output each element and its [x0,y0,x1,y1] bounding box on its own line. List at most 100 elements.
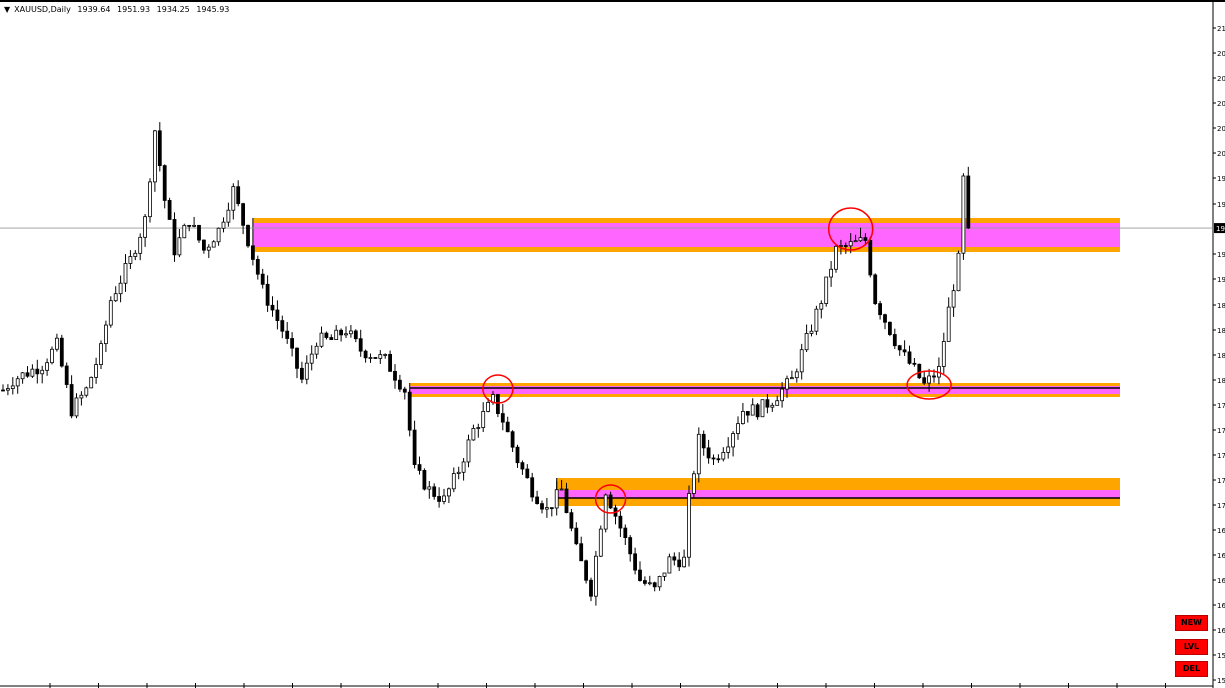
candle-body [417,464,422,471]
candle-body [721,452,726,460]
candle-body [133,252,138,257]
candle-body [378,354,383,359]
candle-body [495,394,500,414]
candle-body [848,241,853,247]
candle-body [45,362,49,371]
candle-body [824,276,829,304]
price-tick-label: 20 [1217,100,1225,108]
candle-body [15,378,20,387]
candle-body [221,221,226,229]
price-tick-label: 17 [1217,452,1225,460]
candle-body [246,224,250,247]
candle-body [299,367,304,380]
price-tick-label: 15 [1217,677,1225,685]
zone-inner-1 [409,386,1120,394]
candle-body [843,245,848,247]
price-tick-label: 18 [1217,302,1225,310]
candle-body [64,365,69,385]
candle-body [10,385,15,389]
candle-body [652,582,657,588]
candle-body [745,411,750,416]
candle-body [912,362,917,365]
candle-body [486,402,491,412]
candle-body [79,394,84,399]
candle-body [437,496,442,502]
candle-body [383,353,388,356]
candle-body [907,351,912,364]
candle-body [148,181,152,218]
candle-body [270,304,275,311]
candle-body [667,556,672,574]
price-tick-label: 20 [1217,50,1225,58]
candle-body [108,300,113,326]
candle-body [1,389,5,392]
candle-body [672,556,677,561]
new-button[interactable]: NEW [1175,615,1208,631]
candle-body [775,400,780,406]
candle-body [888,321,892,335]
price-tick-label: 17 [1217,427,1225,435]
candle-body [623,527,628,538]
candle-body [192,224,197,227]
candle-body [633,553,637,571]
candle-body [922,377,927,384]
candle-body [285,330,290,339]
candle-body [760,399,765,418]
candle-body [476,427,481,429]
candle-body [50,348,54,364]
candle-body [554,489,559,509]
price-tick-label: 16 [1217,627,1225,635]
candle-body [451,473,456,490]
annotation-circle [906,370,952,400]
candle-body [790,377,794,380]
price-tick-label: 21 [1217,25,1225,33]
candle-body [348,330,353,335]
candle-body [388,353,393,372]
zone-inner-2 [556,490,1120,498]
candle-body [687,493,691,558]
lvl-button[interactable]: LVL [1175,639,1208,655]
candle-body [113,293,118,302]
candle-body [608,494,613,509]
candle-body [397,379,402,390]
candle-body [692,473,696,494]
candle-body [104,324,108,345]
candle-body [535,496,539,505]
candle-body [412,429,417,465]
annotation-circle [482,374,514,404]
annotation-circle [827,207,874,251]
candle-body [216,227,221,243]
candle-body [241,203,246,226]
dropdown-triangle-icon[interactable]: ▼ [4,5,11,14]
candle-body [956,252,961,292]
candle-body [706,447,711,459]
candle-body [927,375,931,384]
candle-body [182,224,187,239]
candle-body [834,245,838,270]
candle-body [260,273,265,285]
candle-body [966,175,971,229]
candle-body [510,431,515,448]
candle-body [804,333,809,351]
candle-body [794,371,799,379]
candle-body [892,334,897,347]
candle-body [647,582,652,585]
candle-body [211,241,216,248]
price-tick-label: 20 [1217,150,1225,158]
candle-body [481,411,486,428]
candle-body [373,357,378,359]
candle-body [422,470,427,490]
candle-body [167,200,172,220]
candle-body [883,314,887,323]
del-button[interactable]: DEL [1175,661,1208,677]
candle-body [643,580,647,584]
candle-body [309,353,314,364]
candle-body [559,488,564,491]
candle-body [731,433,735,448]
candle-body [770,404,775,408]
candle-body [741,411,745,425]
candle-body [765,399,770,408]
candle-body [618,515,623,529]
price-tick-label: 18 [1217,377,1225,385]
